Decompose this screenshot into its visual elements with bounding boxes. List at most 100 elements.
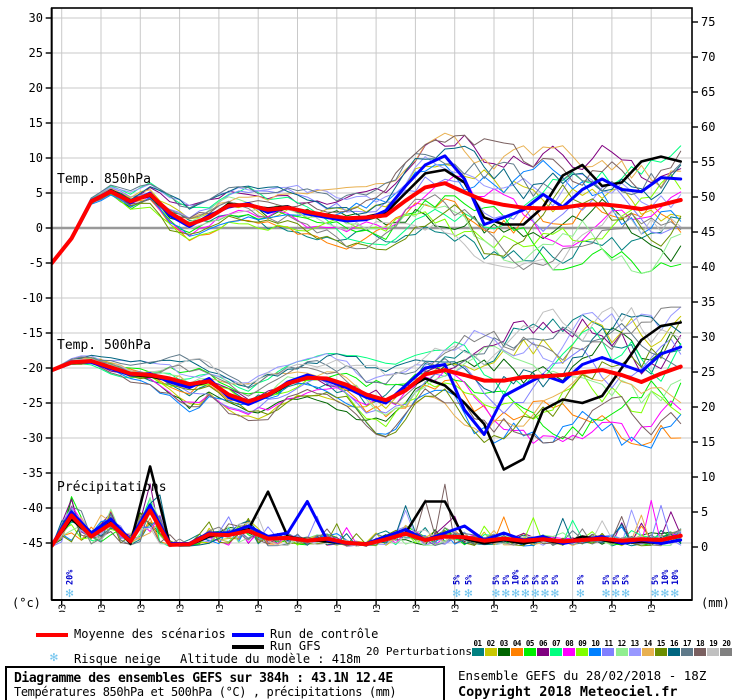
perturbation-number: 08 [565, 639, 574, 648]
legend-gfs-swatch [232, 645, 264, 649]
svg-text:✻: ✻ [622, 586, 630, 601]
perturbation-number: 09 [578, 639, 587, 648]
svg-text:09/03: 09/03 [372, 604, 383, 612]
svg-text:5%: 5% [602, 574, 612, 585]
perturbation-number: 05 [525, 639, 535, 648]
svg-text:5: 5 [701, 505, 708, 519]
svg-text:06/03: 06/03 [254, 604, 265, 612]
perturbation-13: 13 [628, 640, 641, 656]
svg-text:0: 0 [36, 221, 43, 235]
perturbation-03: 03 [497, 640, 510, 656]
svg-text:✻: ✻ [502, 586, 510, 601]
svg-text:15: 15 [701, 435, 715, 449]
perturbation-color-swatch [615, 648, 628, 656]
svg-text:✻: ✻ [522, 586, 530, 601]
perturbation-17: 17 [681, 640, 694, 656]
svg-text:✻: ✻ [651, 586, 659, 601]
svg-text:5%: 5% [541, 574, 551, 585]
svg-text:70: 70 [701, 50, 715, 64]
perturbation-number: 16 [669, 639, 679, 648]
perturbation-number: 15 [656, 639, 666, 648]
perturbation-color-swatch [576, 648, 589, 656]
svg-text:5%: 5% [551, 574, 561, 585]
chart-subtitle: Températures 850hPa et 500hPa (°C) , pré… [14, 685, 397, 699]
snow-risk-markers: ✻20%✻5%✻5%✻5%✻5%✻10%✻5%✻5%✻5%✻5%✻5%✻5%✻5… [66, 569, 681, 601]
svg-text:✻: ✻ [671, 586, 679, 601]
perturbation-15: 15 [654, 640, 667, 656]
perturbation-20: 20 [720, 640, 733, 656]
legend-snow-label: Risque neige [74, 652, 161, 666]
svg-text:10%: 10% [512, 569, 522, 585]
perturbation-color-swatch [471, 648, 484, 656]
svg-text:5%: 5% [531, 574, 541, 585]
svg-text:03/03: 03/03 [136, 604, 147, 612]
perturbation-color-swatch [497, 648, 510, 656]
svg-text:04/03: 04/03 [176, 604, 187, 612]
perturbation-number: 12 [617, 639, 627, 648]
perturbation-14: 14 [641, 640, 654, 656]
svg-text:5%: 5% [622, 574, 632, 585]
title-box: Diagramme des ensembles GEFS sur 384h : … [5, 666, 445, 700]
svg-text:30: 30 [701, 330, 715, 344]
axes: 302520151050-5-10-15-20-25-30-35-40-4575… [21, 7, 715, 612]
svg-text:-20: -20 [21, 361, 43, 375]
perturbation-color-swatch [667, 648, 680, 656]
perturbation-16: 16 [667, 640, 680, 656]
svg-text:-15: -15 [21, 326, 43, 340]
svg-text:5%: 5% [453, 574, 463, 585]
svg-text:✻: ✻ [66, 586, 74, 601]
perturbation-09: 09 [576, 640, 589, 656]
perturbation-color-swatch [707, 648, 720, 656]
svg-text:-35: -35 [21, 466, 43, 480]
svg-text:50: 50 [701, 190, 715, 204]
svg-text:15/03: 15/03 [608, 604, 619, 612]
svg-text:5%: 5% [464, 574, 474, 585]
svg-text:25: 25 [701, 365, 715, 379]
svg-text:-45: -45 [21, 536, 43, 550]
perturbation-05: 05 [523, 640, 536, 656]
svg-text:20%: 20% [66, 569, 76, 585]
svg-text:45: 45 [701, 225, 715, 239]
svg-text:10/03: 10/03 [411, 604, 422, 612]
svg-text:07/03: 07/03 [294, 604, 305, 612]
svg-text:20: 20 [701, 400, 715, 414]
perturbation-07: 07 [550, 640, 563, 656]
perturbation-02: 02 [484, 640, 497, 656]
svg-text:08/03: 08/03 [333, 604, 344, 612]
panel-label-temp850: Temp. 850hPa [57, 172, 151, 187]
perturbation-04: 04 [510, 640, 523, 656]
perturbation-color-swatch [484, 648, 497, 656]
perturbation-number: 06 [539, 639, 548, 648]
svg-text:35: 35 [701, 295, 715, 309]
y-left-unit: (°c) [12, 596, 41, 610]
snowflake-icon: ✻ [50, 650, 58, 665]
perturbation-12: 12 [615, 640, 628, 656]
perturbation-color-swatch [589, 648, 602, 656]
svg-text:13/03: 13/03 [529, 604, 540, 612]
svg-text:✻: ✻ [512, 586, 520, 601]
perturbation-number: 10 [591, 639, 600, 648]
run-info: Ensemble GEFS du 28/02/2018 - 18Z [458, 668, 707, 683]
svg-text:10%: 10% [671, 569, 681, 585]
perturbation-color-swatch [523, 648, 536, 656]
svg-text:✻: ✻ [465, 586, 473, 601]
perturbation-color-swatch [654, 648, 667, 656]
main-series [51, 154, 683, 548]
svg-text:10%: 10% [661, 569, 671, 585]
svg-text:14/03: 14/03 [569, 604, 580, 612]
perturbation-color-swatch [537, 648, 550, 656]
svg-text:10: 10 [29, 151, 43, 165]
perturbation-18: 18 [694, 640, 707, 656]
svg-text:02/03: 02/03 [97, 604, 108, 612]
panel-label-precip: Précipitations [57, 480, 167, 495]
perturbation-color-swatch [641, 648, 654, 656]
svg-text:✻: ✻ [612, 586, 620, 601]
svg-text:12/03: 12/03 [490, 604, 501, 612]
model-altitude-label: Altitude du modèle : 418m [180, 652, 361, 666]
perturbation-10: 10 [589, 640, 602, 656]
svg-text:5%: 5% [521, 574, 531, 585]
svg-text:5%: 5% [576, 574, 586, 585]
perturbation-number: 20 [722, 639, 731, 648]
svg-text:20: 20 [29, 81, 43, 95]
legend-mean-label: Moyenne des scénarios [74, 627, 226, 641]
